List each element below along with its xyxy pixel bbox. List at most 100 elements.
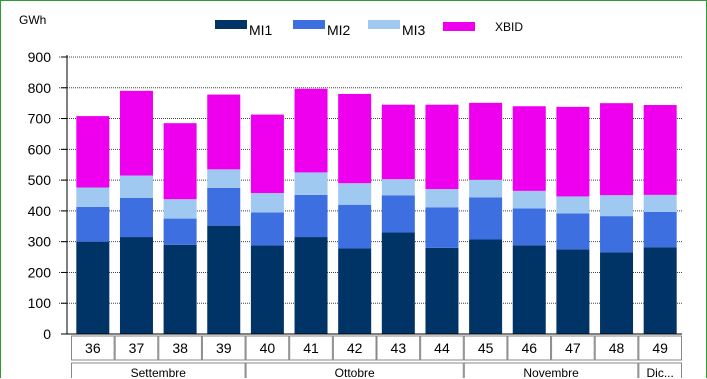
bar-mi3-36 <box>76 187 110 207</box>
x-group-cell <box>71 362 246 378</box>
bar-mi3-42 <box>338 183 372 205</box>
x-category-cell <box>507 335 552 361</box>
x-tick-label: 45 <box>478 340 494 356</box>
x-tick-label: 46 <box>521 340 537 356</box>
x-group-label: Ottobre <box>335 366 375 378</box>
bar-mi1-38 <box>163 244 197 334</box>
x-category-cell <box>245 335 290 361</box>
bars <box>76 88 677 334</box>
bar-mi3-49 <box>643 194 677 212</box>
bar-mi2-49 <box>643 211 677 248</box>
y-tick-label: 200 <box>28 264 52 280</box>
bar-mi1-36 <box>76 241 110 334</box>
bar-xbid-40 <box>250 114 284 194</box>
x-category-cell <box>201 335 246 361</box>
bar-mi2-48 <box>600 216 634 253</box>
x-tick-label: 47 <box>565 340 581 356</box>
x-tick-label: 39 <box>216 340 232 356</box>
bar-mi2-43 <box>381 195 415 233</box>
bar-xbid-39 <box>207 94 241 170</box>
bar-mi1-40 <box>250 245 284 334</box>
x-category-cell <box>71 335 115 361</box>
x-group-cell <box>245 362 464 378</box>
legend-label-mi3: MI3 <box>402 22 426 38</box>
bar-mi1-44 <box>425 247 459 334</box>
y-tick-label: 400 <box>28 203 52 219</box>
bar-mi2-39 <box>207 187 241 226</box>
bar-mi1-45 <box>469 239 503 334</box>
bar-mi2-46 <box>512 208 546 246</box>
x-category-cell <box>114 335 159 361</box>
bar-xbid-37 <box>119 90 153 176</box>
x-tick-label: 43 <box>391 340 407 356</box>
bar-mi1-48 <box>600 252 634 334</box>
x-tick-label: 38 <box>172 340 188 356</box>
x-tick-label: 37 <box>129 340 145 356</box>
x-group-cell <box>463 362 639 378</box>
legend-label-mi1: MI1 <box>249 22 273 38</box>
bar-mi3-41 <box>294 172 328 195</box>
bar-mi2-42 <box>338 204 372 249</box>
x-category-cell <box>638 335 682 361</box>
bar-xbid-36 <box>76 116 110 188</box>
bar-mi2-38 <box>163 218 197 245</box>
bar-mi1-39 <box>207 225 241 334</box>
legend-label-xbid: XBID <box>495 20 523 34</box>
x-group-label: Settembre <box>131 366 187 378</box>
bar-xbid-49 <box>643 105 677 195</box>
x-tick-label: 48 <box>609 340 625 356</box>
x-tick-label: 40 <box>260 340 276 356</box>
y-tick-label: 100 <box>28 295 52 311</box>
bar-xbid-47 <box>556 106 590 197</box>
y-unit-label: GWh <box>19 13 46 27</box>
x-tick-label: 44 <box>434 340 450 356</box>
x-category-cell <box>463 335 508 361</box>
bar-mi2-45 <box>469 197 503 240</box>
legend-swatch-mi3 <box>368 20 400 29</box>
legend-swatch-mi2 <box>293 20 325 29</box>
y-axis: 0 100 200 300 400 500 600 700 800 900 <box>28 49 68 342</box>
bar-mi2-47 <box>556 213 590 250</box>
x-tick-label: 42 <box>347 340 363 356</box>
y-tick-label: 700 <box>28 111 52 127</box>
bar-xbid-42 <box>338 93 372 184</box>
bar-mi3-40 <box>250 193 284 213</box>
legend-swatch-mi1 <box>215 20 247 29</box>
x-category-cell <box>332 335 377 361</box>
bar-xbid-44 <box>425 104 459 190</box>
bar-mi1-42 <box>338 248 372 334</box>
x-category-cell <box>289 335 333 361</box>
y-tick-label: 300 <box>28 234 52 250</box>
bar-mi3-37 <box>119 175 153 198</box>
bar-xbid-48 <box>600 103 634 196</box>
bar-mi3-39 <box>207 169 241 188</box>
x-group-label: Novembre <box>523 366 579 378</box>
bar-mi2-36 <box>76 206 110 242</box>
bar-mi2-44 <box>425 207 459 248</box>
x-tick-label: 41 <box>303 340 319 356</box>
y-tick-label: 0 <box>43 326 51 342</box>
bar-mi3-47 <box>556 196 590 214</box>
bar-mi1-43 <box>381 232 415 334</box>
bar-xbid-45 <box>469 102 503 180</box>
x-category-cell <box>420 335 464 361</box>
y-tick-label: 500 <box>28 172 52 188</box>
y-tick-label: 800 <box>28 80 52 96</box>
bar-mi3-48 <box>600 195 634 217</box>
bar-mi1-49 <box>643 247 677 334</box>
legend-label-mi2: MI2 <box>327 22 351 38</box>
x-category-cell <box>594 335 639 361</box>
x-tick-label: 36 <box>85 340 101 356</box>
bar-xbid-41 <box>294 88 328 173</box>
bar-mi3-45 <box>469 179 503 198</box>
bar-mi3-46 <box>512 190 546 209</box>
bar-mi3-38 <box>163 199 197 219</box>
bar-mi1-37 <box>119 237 153 334</box>
bar-mi1-47 <box>556 249 590 334</box>
legend: MI1 MI2 MI3 XBID <box>215 20 523 38</box>
x-category-cell <box>551 335 595 361</box>
bar-mi3-43 <box>381 179 415 196</box>
bar-xbid-38 <box>163 123 197 200</box>
